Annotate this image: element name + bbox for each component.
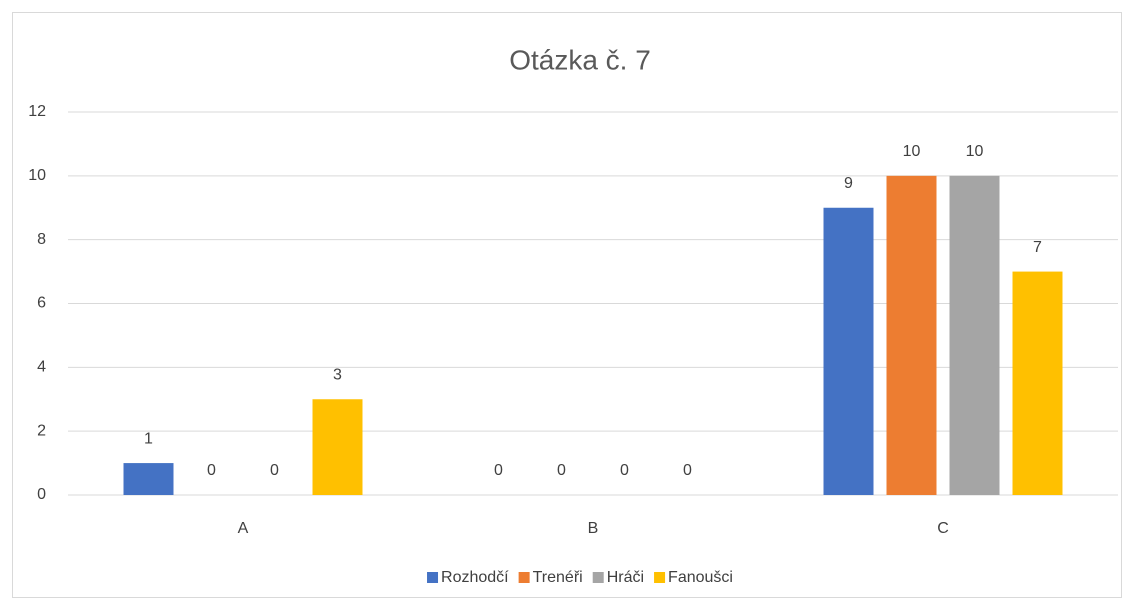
x-tick-label: A bbox=[238, 520, 249, 537]
data-label: 3 bbox=[333, 366, 342, 383]
data-label: 10 bbox=[903, 143, 921, 160]
legend-swatch bbox=[518, 572, 530, 583]
data-label: 1 bbox=[144, 430, 153, 447]
bar bbox=[312, 399, 363, 495]
data-label: 0 bbox=[620, 462, 629, 479]
bar bbox=[886, 175, 937, 496]
data-label: 0 bbox=[270, 462, 279, 479]
bar bbox=[949, 175, 1000, 496]
data-label: 7 bbox=[1033, 239, 1042, 256]
legend-swatch bbox=[654, 572, 666, 583]
chart-title: Otázka č. 7 bbox=[509, 44, 651, 75]
legend-label: Trenéři bbox=[533, 569, 583, 586]
legend-label: Fanoušci bbox=[668, 569, 733, 586]
y-tick-label: 12 bbox=[28, 103, 46, 120]
data-label: 0 bbox=[207, 462, 216, 479]
data-label: 0 bbox=[494, 462, 503, 479]
data-label: 0 bbox=[557, 462, 566, 479]
data-label: 10 bbox=[966, 143, 984, 160]
data-label: 9 bbox=[844, 175, 853, 192]
y-tick-label: 10 bbox=[28, 167, 46, 184]
legend-label: Rozhodčí bbox=[441, 569, 509, 586]
data-label: 0 bbox=[683, 462, 692, 479]
y-tick-label: 6 bbox=[37, 295, 46, 312]
legend-swatch bbox=[427, 572, 439, 583]
y-tick-label: 0 bbox=[37, 486, 46, 503]
legend-swatch bbox=[592, 572, 604, 583]
x-tick-label: C bbox=[937, 520, 949, 537]
bar bbox=[123, 463, 174, 495]
bar bbox=[1012, 271, 1063, 495]
y-tick-label: 4 bbox=[37, 359, 46, 376]
y-tick-label: 2 bbox=[37, 422, 46, 439]
y-tick-label: 8 bbox=[37, 231, 46, 248]
bar bbox=[823, 207, 874, 495]
x-tick-label: B bbox=[588, 520, 599, 537]
chart-border bbox=[12, 12, 1122, 598]
legend-label: Hráči bbox=[607, 569, 644, 586]
